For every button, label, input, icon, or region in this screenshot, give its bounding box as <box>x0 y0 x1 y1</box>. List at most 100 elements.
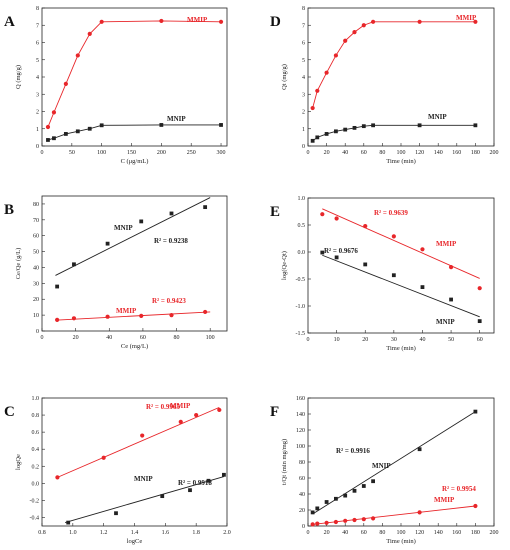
fit-line-mmip <box>57 406 220 478</box>
data-point-mmip <box>169 313 174 318</box>
data-point-mnip <box>391 273 396 278</box>
x-tick-label: 60 <box>140 335 146 341</box>
data-point-mnip <box>46 138 50 142</box>
series-name-label: MMIP <box>434 496 455 504</box>
x-tick-label: 1.2 <box>100 530 108 536</box>
data-point-mmip <box>55 475 60 480</box>
panel-letter: D <box>270 14 281 30</box>
x-tick-label: 0 <box>41 150 44 156</box>
data-point-mnip <box>55 284 60 289</box>
data-point-mmip <box>333 53 338 58</box>
y-tick-label: 7 <box>36 23 39 29</box>
y-tick-label: 0 <box>36 144 39 150</box>
x-tick-label: 40 <box>342 150 348 156</box>
data-point-mmip <box>63 81 68 86</box>
series-line-mmip <box>47 20 222 128</box>
data-point-mnip <box>63 132 68 136</box>
panel-letter: F <box>270 404 279 420</box>
y-tick-label: 40 <box>299 492 305 498</box>
r-squared-label: R² = 0.9639 <box>374 209 408 217</box>
x-tick-label: 40 <box>106 335 112 341</box>
data-point-mnip <box>334 129 338 134</box>
data-point-mmip <box>448 265 454 270</box>
data-point-mnip <box>343 127 348 132</box>
y-tick-label: -0.5 <box>296 277 306 283</box>
data-point-mnip <box>371 479 375 484</box>
data-point-mnip <box>315 135 320 140</box>
plot-frame <box>41 397 228 527</box>
y-tick-label: 3 <box>36 92 39 98</box>
data-point-mnip <box>473 123 478 128</box>
series-name-label: MNIP <box>114 224 133 232</box>
y-tick-label: 1.0 <box>298 196 306 202</box>
data-point-mnip <box>417 123 422 128</box>
data-point-mnip <box>417 447 422 452</box>
y-tick-label: 10 <box>33 313 39 319</box>
y-tick-label: 60 <box>299 476 305 482</box>
data-point-mnip <box>75 129 80 134</box>
panel-c: 0.8 1.0 1.2 1.4 1.6 1.8 2.0 -0.4 -0.2 0.0 0.2 0.4 0.… <box>4 396 231 545</box>
data-point-mmip <box>391 234 396 239</box>
y-tick-label: 0.5 <box>298 223 306 229</box>
series-name-label: MNIP <box>428 113 447 121</box>
data-point-mmip <box>420 247 425 252</box>
x-tick-label: 120 <box>415 150 424 156</box>
data-point-mmip <box>45 124 51 130</box>
y-tick-label: 70 <box>33 218 39 224</box>
data-point-mnip <box>99 123 104 128</box>
data-point-mmip <box>343 518 348 523</box>
x-tick-label: 0.8 <box>38 530 46 536</box>
data-point-mmip <box>315 88 320 93</box>
x-tick-label: 0 <box>307 337 310 343</box>
x-tick-label: 30 <box>391 337 397 343</box>
y-tick-label: 60 <box>33 234 39 240</box>
data-point-mmip <box>333 519 338 525</box>
data-point-mnip <box>52 136 56 141</box>
panel-letter: B <box>4 202 14 218</box>
fit-line-mmip <box>322 208 480 279</box>
y-tick-label: 1 <box>36 127 39 133</box>
data-point-mmip <box>343 38 348 43</box>
x-axis-label: logCe <box>127 538 143 545</box>
data-point-mnip <box>420 285 425 289</box>
data-point-mnip <box>87 126 92 131</box>
panel-f: 0 20 40 60 80 100 120 140 160 180 200 0 20 40 60 80 100 1… <box>270 396 499 545</box>
data-point-mmip <box>203 309 208 315</box>
x-tick-label: 80 <box>379 530 385 536</box>
y-tick-label: 0.6 <box>32 430 40 436</box>
series-name-label: MMIP <box>436 240 457 248</box>
data-point-mnip <box>114 511 118 516</box>
data-point-mnip <box>324 132 329 136</box>
x-tick-label: 2.0 <box>223 530 231 536</box>
x-tick-label: 20 <box>73 335 79 341</box>
data-point-mnip <box>334 496 338 501</box>
fit-line-mnip <box>64 476 225 524</box>
data-point-mmip <box>352 517 357 523</box>
fit-line-mmip <box>55 311 211 321</box>
data-point-mnip <box>352 488 357 493</box>
x-tick-label: 60 <box>361 530 367 536</box>
y-tick-label: 8 <box>302 6 305 12</box>
data-point-mnip <box>363 262 368 267</box>
r-squared-label: R² = 0.9423 <box>152 297 186 305</box>
data-point-mnip <box>139 219 144 224</box>
fit-line-mnip <box>55 197 211 276</box>
data-point-mmip <box>55 317 60 322</box>
y-tick-label: -1.5 <box>296 331 306 337</box>
data-point-mmip <box>371 19 376 24</box>
data-point-mmip <box>310 522 315 527</box>
y-tick-label: 160 <box>296 396 305 402</box>
data-point-mmip <box>75 53 80 58</box>
data-point-mnip <box>66 520 71 525</box>
x-tick-label: 120 <box>415 530 424 536</box>
series-line-mmip <box>312 21 476 109</box>
data-point-mmip <box>361 23 366 28</box>
y-tick-label: 2 <box>36 110 39 116</box>
data-point-mmip <box>352 30 357 35</box>
data-point-mmip <box>310 105 315 111</box>
x-tick-label: 200 <box>490 150 499 156</box>
data-point-mmip <box>324 70 329 75</box>
series-name-label: MMIP <box>116 307 137 315</box>
x-tick-label: 160 <box>452 150 461 156</box>
